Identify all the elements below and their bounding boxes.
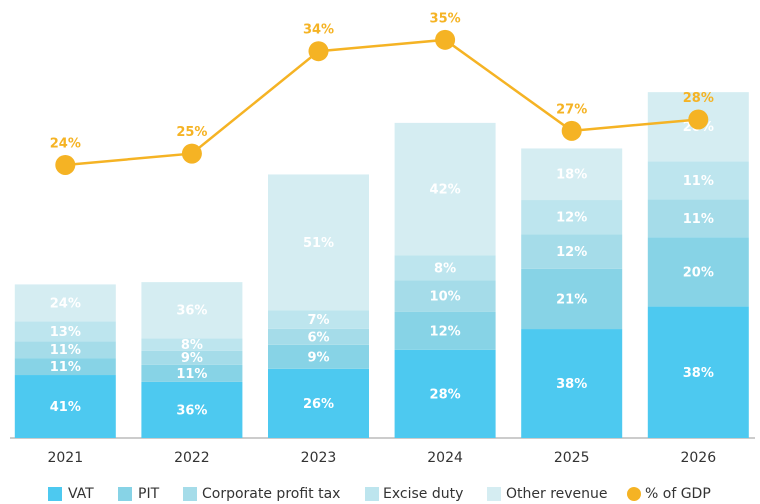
legend-text: Corporate profit tax: [202, 486, 340, 502]
legend-swatch: [118, 487, 132, 501]
legend-swatch: [627, 487, 641, 501]
gdp-label: 24%: [50, 136, 81, 151]
segment-label: 38%: [683, 366, 714, 381]
segment-label: 28%: [430, 387, 461, 402]
bar-segment: [394, 280, 496, 312]
bar-segment: [394, 255, 496, 281]
legend: VAT PIT Corporate profit tax Excise duty…: [48, 486, 711, 502]
x-tick-label: 2021: [47, 450, 83, 466]
bar-segment: [14, 284, 116, 322]
segment-label: 12%: [430, 324, 461, 339]
segment-label: 9%: [307, 350, 329, 365]
gdp-label: 35%: [430, 11, 461, 26]
bar-segment: [141, 338, 243, 351]
gdp-point: [688, 109, 709, 130]
bar-segment: [268, 310, 369, 329]
gdp-label: 34%: [303, 23, 334, 38]
legend-text: VAT: [68, 486, 94, 502]
segment-label: 11%: [50, 360, 81, 375]
segment-label: 6%: [307, 330, 329, 345]
bar-segment: [268, 344, 369, 369]
bar-segment: [268, 174, 369, 311]
segment-label: 21%: [556, 292, 587, 307]
gdp-point: [181, 143, 202, 164]
gdp-line: [65, 38, 699, 167]
gdp-point: [435, 29, 456, 50]
segment-label: 20%: [683, 265, 714, 280]
bar-segment: [394, 122, 496, 256]
x-tick-label: 2022: [174, 450, 210, 466]
legend-swatch: [365, 487, 379, 501]
bar-segment: [647, 199, 749, 238]
bar-segment: [141, 282, 243, 339]
legend-text: % of GDP: [645, 486, 711, 502]
bar-segment: [14, 375, 116, 438]
segment-label: 38%: [556, 377, 587, 392]
legend-swatch: [183, 487, 197, 501]
gdp-point: [55, 154, 76, 175]
bar-segment: [14, 341, 116, 359]
segment-label: 7%: [307, 313, 329, 328]
legend-text: Excise duty: [383, 486, 463, 502]
bar-segment: [521, 234, 623, 269]
segment-label: 11%: [683, 174, 714, 189]
bar-segment: [521, 148, 623, 201]
x-tick-label: 2026: [680, 450, 716, 466]
x-tick-label: 2024: [427, 450, 463, 466]
bar-segment: [141, 350, 243, 365]
segment-label: 11%: [176, 367, 207, 382]
gdp-point: [308, 41, 329, 62]
segment-label: 36%: [176, 403, 207, 418]
bar-segment: [14, 321, 116, 342]
bar-segment: [647, 237, 749, 307]
bar-segment: [647, 306, 749, 438]
legend-swatch: [487, 487, 501, 501]
bar-segment: [394, 349, 496, 438]
segment-label: 10%: [430, 290, 461, 305]
gdp-label: 25%: [176, 125, 207, 140]
gdp-point: [561, 120, 582, 141]
x-tick-label: 2023: [301, 450, 337, 466]
legend-text: PIT: [138, 486, 160, 502]
bar-segment: [14, 358, 116, 376]
bar-segment: [394, 311, 496, 350]
legend-swatch: [48, 487, 62, 501]
gdp-label: 27%: [556, 102, 587, 117]
bar-segment: [268, 328, 369, 345]
segment-label: 12%: [556, 211, 587, 226]
segment-label: 8%: [434, 261, 456, 276]
segment-label: 18%: [556, 168, 587, 183]
bar-segment: [141, 364, 243, 382]
segment-label: 24%: [50, 296, 81, 311]
bar-segment: [521, 200, 623, 235]
gdp-label: 28%: [683, 91, 714, 106]
segment-label: 13%: [50, 325, 81, 340]
legend-text: Other revenue: [506, 486, 608, 502]
bar-segment: [141, 381, 243, 438]
bar-segment: [521, 329, 623, 438]
segment-label: 51%: [303, 236, 334, 251]
segment-label: 26%: [303, 397, 334, 412]
segment-label: 11%: [50, 343, 81, 358]
bar-segment: [268, 368, 369, 438]
segment-label: 12%: [556, 245, 587, 260]
segment-label: 36%: [176, 304, 207, 319]
segment-label: 8%: [181, 338, 203, 353]
segment-label: 9%: [181, 351, 203, 366]
segment-label: 11%: [683, 212, 714, 227]
segment-label: 41%: [50, 400, 81, 415]
x-tick-label: 2025: [554, 450, 590, 466]
bar-segment: [521, 268, 623, 330]
bar-segment: [647, 161, 749, 200]
segment-label: 42%: [430, 183, 461, 198]
